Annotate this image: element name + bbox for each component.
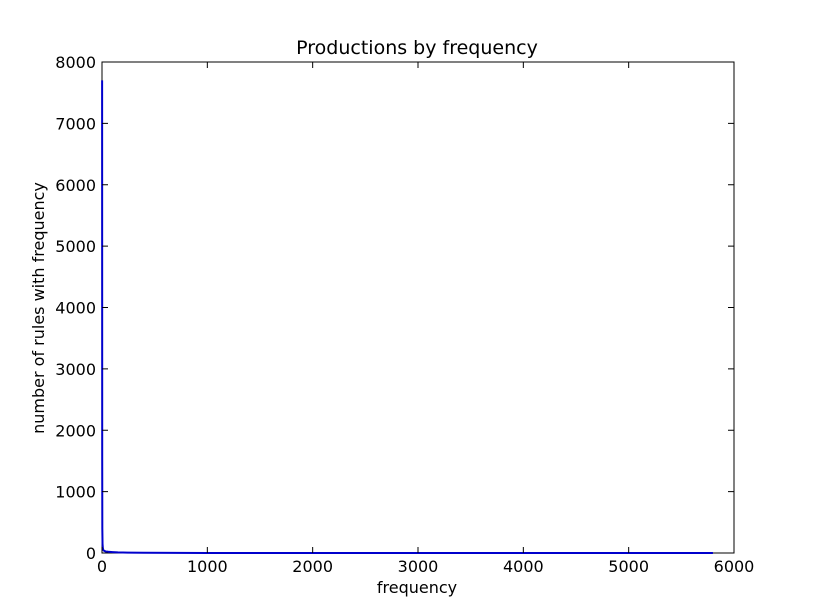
x-tick-label: 1000 bbox=[187, 557, 228, 576]
y-tick-label: 7000 bbox=[55, 114, 96, 133]
x-axis-ticks: 0 1000 2000 3000 4000 5000 6000 bbox=[97, 62, 754, 576]
y-tick-label: 1000 bbox=[55, 483, 96, 502]
y-tick-label: 3000 bbox=[55, 360, 96, 379]
x-tick-label: 5000 bbox=[608, 557, 649, 576]
y-tick-label: 0 bbox=[86, 544, 96, 563]
y-axis-label: number of rules with frequency bbox=[29, 182, 48, 434]
x-tick-label: 2000 bbox=[292, 557, 333, 576]
series-layer bbox=[101, 80, 713, 554]
plot-frame bbox=[101, 61, 735, 554]
series-line bbox=[101, 80, 713, 554]
x-tick-label: 4000 bbox=[503, 557, 544, 576]
x-tick-label: 0 bbox=[97, 557, 107, 576]
y-tick-label: 5000 bbox=[55, 237, 96, 256]
chart-title: Productions by frequency bbox=[296, 37, 538, 59]
x-axis-label: frequency bbox=[377, 578, 457, 597]
y-tick-label: 6000 bbox=[55, 176, 96, 195]
x-tick-label: 6000 bbox=[714, 557, 755, 576]
x-tick-label: 3000 bbox=[398, 557, 439, 576]
y-tick-label: 2000 bbox=[55, 421, 96, 440]
y-tick-label: 4000 bbox=[55, 299, 96, 318]
y-axis-ticks: 0 1000 2000 3000 4000 5000 6000 7000 8000 bbox=[55, 53, 734, 563]
y-tick-label: 8000 bbox=[55, 53, 96, 72]
plot-area: 0 1000 2000 3000 4000 5000 6000 0 1000 2000 3000 4… bbox=[55, 53, 754, 576]
